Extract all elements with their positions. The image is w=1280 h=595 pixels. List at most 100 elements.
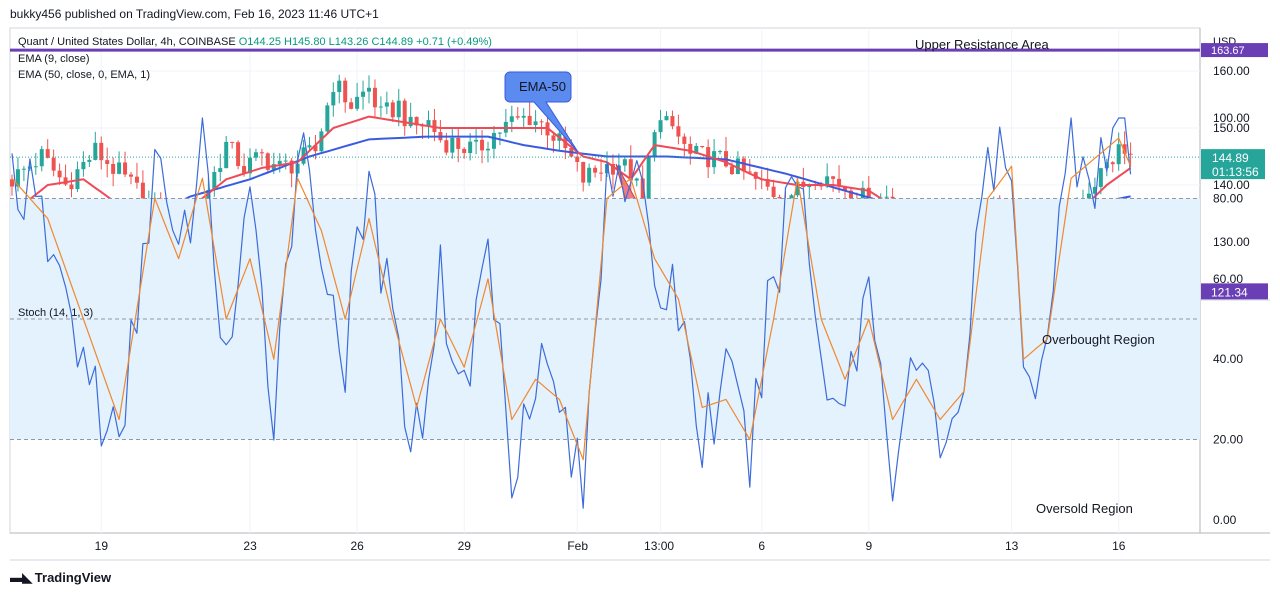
- candle-body: [563, 133, 568, 149]
- candle-body: [610, 163, 615, 175]
- candle-body: [1098, 168, 1103, 187]
- candle-body: [848, 190, 853, 201]
- candle-body: [497, 132, 502, 134]
- time-tick-label: 23: [243, 539, 257, 553]
- support-price-label: 121.34: [1211, 285, 1248, 299]
- stoch-tick-label: 100.00: [1213, 111, 1250, 125]
- candle-body: [533, 121, 538, 126]
- time-tick-label: 26: [351, 539, 365, 553]
- time-tick-label: Feb: [567, 539, 588, 553]
- stoch-tick-label: 80.00: [1213, 191, 1243, 205]
- candle-body: [206, 190, 211, 206]
- candle-body: [230, 141, 235, 143]
- candle-body: [432, 120, 437, 133]
- candle-body: [1116, 144, 1121, 165]
- ohlc-change: +0.71 (+0.49%): [416, 36, 492, 48]
- candle-body: [111, 163, 116, 174]
- candle-body: [843, 186, 847, 191]
- last-price-badge: [1201, 149, 1265, 180]
- time-tick-label: 13: [1005, 539, 1019, 553]
- indicator-legend-ema9[interactable]: EMA (9, close): [18, 53, 90, 65]
- stoch-k-line: [11, 117, 1132, 509]
- stoch-d-line: [11, 137, 1132, 461]
- candle-body: [527, 115, 532, 126]
- ema50-callout-label: EMA-50: [519, 79, 566, 94]
- candle-body: [355, 96, 360, 109]
- ohlc-high: H145.80: [284, 36, 326, 48]
- candle-body: [884, 196, 889, 198]
- ema50-callout: [504, 71, 579, 153]
- candle-body: [129, 174, 133, 177]
- candle-body: [242, 166, 247, 174]
- candle-body: [378, 106, 383, 108]
- bar-countdown-label: 01:13:56: [1212, 165, 1259, 179]
- candle-body: [361, 91, 366, 97]
- candle-body: [444, 140, 449, 153]
- candle-body: [658, 120, 663, 133]
- candle-body: [63, 177, 68, 185]
- candle-body: [384, 102, 389, 107]
- candle-body: [319, 131, 324, 152]
- candle-body: [33, 166, 38, 168]
- candle-body: [81, 161, 86, 170]
- candle-body: [741, 158, 746, 172]
- candle-body: [1104, 162, 1109, 169]
- candle-body: [236, 142, 241, 167]
- upper-resistance-label: Upper Resistance Area: [915, 37, 1049, 52]
- tradingview-logo: ▬◣ TradingView: [10, 569, 111, 586]
- candle-body: [450, 137, 455, 153]
- candle-body: [396, 100, 401, 118]
- candle-body: [426, 120, 431, 127]
- candle-body: [10, 179, 14, 187]
- candle-body: [771, 186, 776, 198]
- candle-body: [224, 141, 229, 169]
- candle-body: [212, 172, 217, 191]
- candle-body: [718, 151, 723, 153]
- price-tick-label: 140.00: [1213, 178, 1250, 192]
- time-tick-label: 19: [95, 539, 109, 553]
- candle-body: [628, 159, 633, 181]
- symbol-legend[interactable]: Quant / United States Dollar, 4h, COINBA…: [18, 36, 492, 48]
- candle-body: [408, 116, 413, 127]
- candle-body: [331, 92, 336, 106]
- indicator-legend-ema50[interactable]: EMA (50, close, 0, EMA, 1): [18, 69, 151, 81]
- indicator-legend-stoch[interactable]: Stoch (14, 1, 3): [18, 307, 94, 319]
- candle-body: [313, 145, 318, 152]
- stoch-tick-label: 0.00: [1213, 513, 1237, 527]
- time-tick-label: 6: [758, 539, 765, 553]
- stoch-tick-label: 40.00: [1213, 352, 1243, 366]
- candle-body: [253, 152, 258, 158]
- stoch-tick-label: 20.00: [1213, 433, 1243, 447]
- candle-body: [456, 137, 461, 149]
- candle-body: [248, 157, 252, 174]
- candle-body: [402, 100, 407, 127]
- candle-body: [1110, 162, 1115, 165]
- candle-body: [337, 80, 342, 93]
- candle-body: [587, 167, 592, 183]
- candle-body: [349, 102, 354, 109]
- candle-body: [700, 145, 705, 148]
- candle-body: [21, 168, 26, 170]
- candle-body: [289, 160, 294, 174]
- candle-body: [735, 158, 740, 175]
- candle-body: [99, 142, 104, 161]
- candle-body: [599, 172, 604, 174]
- candle-body: [117, 162, 122, 174]
- candle-body: [486, 148, 490, 151]
- candle-body: [93, 142, 98, 160]
- tradingview-logo-text: TradingView: [34, 570, 112, 585]
- symbol-title: Quant / United States Dollar, 4h, COINBA…: [18, 36, 236, 48]
- price-tick-label: 150.00: [1213, 121, 1250, 135]
- candle-body: [765, 179, 770, 187]
- candle-body: [664, 116, 669, 121]
- last-price-label: 144.89: [1212, 151, 1249, 165]
- candle-body: [515, 116, 520, 118]
- tradingview-logo-icon: ▬◣: [10, 569, 33, 585]
- candle-body: [682, 136, 687, 144]
- support-price-badge: [1201, 283, 1268, 300]
- price-tick-label: 160.00: [1213, 64, 1250, 78]
- candle-body: [27, 166, 32, 169]
- candle-body: [640, 178, 645, 199]
- candle-body: [551, 135, 556, 141]
